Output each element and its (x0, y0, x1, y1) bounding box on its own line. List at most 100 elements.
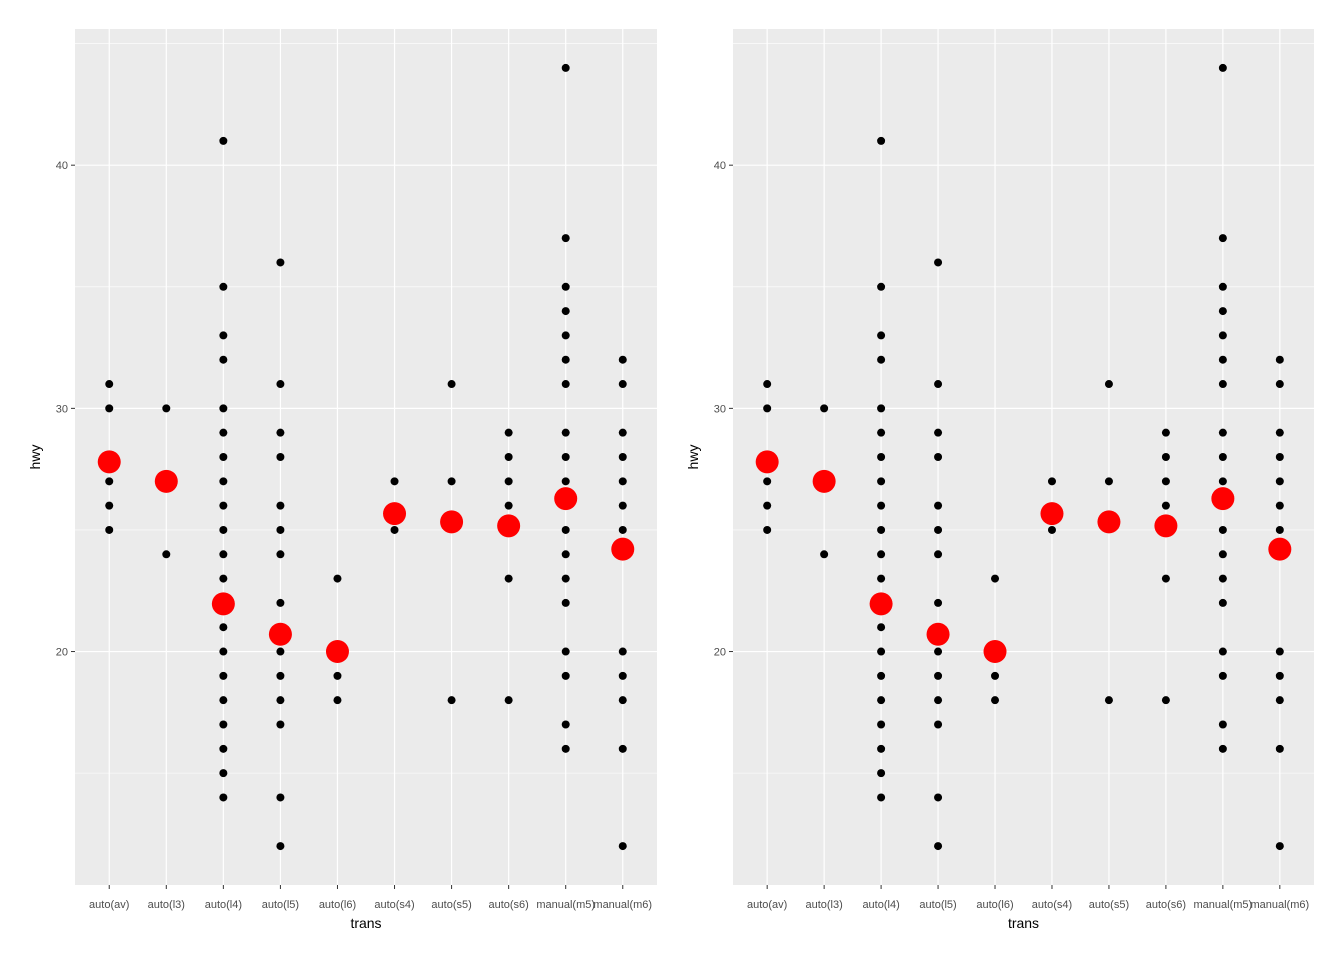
mean-point (154, 469, 178, 493)
x-tick-label: auto(s6) (1146, 899, 1186, 911)
data-point (561, 550, 570, 559)
mean-point (97, 450, 121, 474)
data-point (276, 501, 285, 510)
data-point (276, 258, 285, 267)
data-point (561, 574, 570, 583)
data-point (561, 477, 570, 486)
data-point (561, 355, 570, 364)
data-point (219, 525, 228, 534)
data-point (1218, 63, 1227, 72)
x-tick-label: auto(l5) (262, 899, 299, 911)
data-point (219, 355, 228, 364)
data-point (561, 453, 570, 461)
data-point (877, 282, 886, 291)
data-point (877, 477, 886, 486)
data-point (561, 598, 570, 607)
y-tick-label: 40 (56, 160, 68, 172)
data-point (219, 477, 228, 486)
data-point (219, 671, 228, 680)
data-point (1218, 453, 1227, 461)
mean-point (383, 502, 407, 526)
y-axis-title: hwy (685, 445, 701, 470)
data-point (1275, 525, 1284, 534)
data-point (1218, 574, 1227, 583)
data-point (1161, 501, 1170, 510)
data-point (561, 234, 570, 243)
x-tick-label: auto(l3) (148, 899, 185, 911)
data-point (105, 477, 114, 486)
data-point (333, 671, 342, 680)
data-point (1218, 331, 1227, 340)
y-tick-label: 40 (714, 160, 726, 172)
data-point (504, 574, 513, 583)
x-tick-label: auto(s4) (374, 899, 414, 911)
data-point (618, 501, 627, 510)
data-point (219, 550, 228, 559)
data-point (561, 647, 570, 656)
data-point (276, 696, 285, 705)
data-point (934, 842, 943, 851)
data-point (504, 428, 513, 437)
data-point (877, 525, 886, 534)
data-point (877, 501, 886, 510)
data-point (276, 550, 285, 559)
data-point (219, 331, 228, 340)
data-point (1275, 671, 1284, 680)
data-point (877, 355, 886, 364)
plot-background (75, 29, 657, 885)
data-point (1218, 671, 1227, 680)
data-point (877, 744, 886, 753)
data-point (219, 453, 228, 461)
x-tick-label: manual(m6) (593, 899, 652, 911)
y-tick-label: 20 (56, 647, 68, 659)
data-point (934, 525, 943, 534)
data-point (162, 404, 171, 413)
data-point (276, 380, 285, 389)
data-point (1218, 525, 1227, 534)
data-point (618, 355, 627, 364)
mean-point (1040, 502, 1064, 526)
data-point (390, 525, 399, 534)
x-tick-label: auto(s5) (431, 899, 471, 911)
x-tick-label: auto(l4) (862, 899, 899, 911)
data-point (1275, 477, 1284, 486)
data-point (561, 720, 570, 729)
data-point (877, 793, 886, 802)
data-point (934, 598, 943, 607)
data-point (934, 550, 943, 559)
data-point (618, 428, 627, 437)
data-point (105, 380, 114, 389)
data-point (219, 744, 228, 753)
data-point (561, 744, 570, 753)
data-point (1218, 234, 1227, 243)
data-point (877, 623, 886, 632)
mean-point (211, 592, 235, 616)
data-point (504, 477, 513, 486)
data-point (1275, 380, 1284, 389)
data-point (219, 282, 228, 291)
data-point (1218, 355, 1227, 364)
data-point (877, 136, 886, 145)
data-point (1275, 501, 1284, 510)
data-point (276, 453, 285, 461)
data-point (1218, 550, 1227, 559)
x-tick-label: auto(l6) (976, 899, 1013, 911)
mean-point (268, 622, 292, 646)
data-point (1047, 477, 1056, 486)
data-point (447, 380, 456, 389)
data-point (390, 477, 399, 486)
data-point (447, 477, 456, 486)
data-point (618, 477, 627, 486)
data-point (1218, 744, 1227, 753)
data-point (934, 501, 943, 510)
data-point (1104, 380, 1113, 389)
data-point (1104, 477, 1113, 486)
data-point (561, 307, 570, 316)
data-point (561, 331, 570, 340)
data-point (991, 574, 1000, 583)
data-point (1218, 720, 1227, 729)
data-point (618, 525, 627, 534)
data-point (877, 696, 886, 705)
plot-background (733, 29, 1314, 885)
data-point (877, 769, 886, 778)
